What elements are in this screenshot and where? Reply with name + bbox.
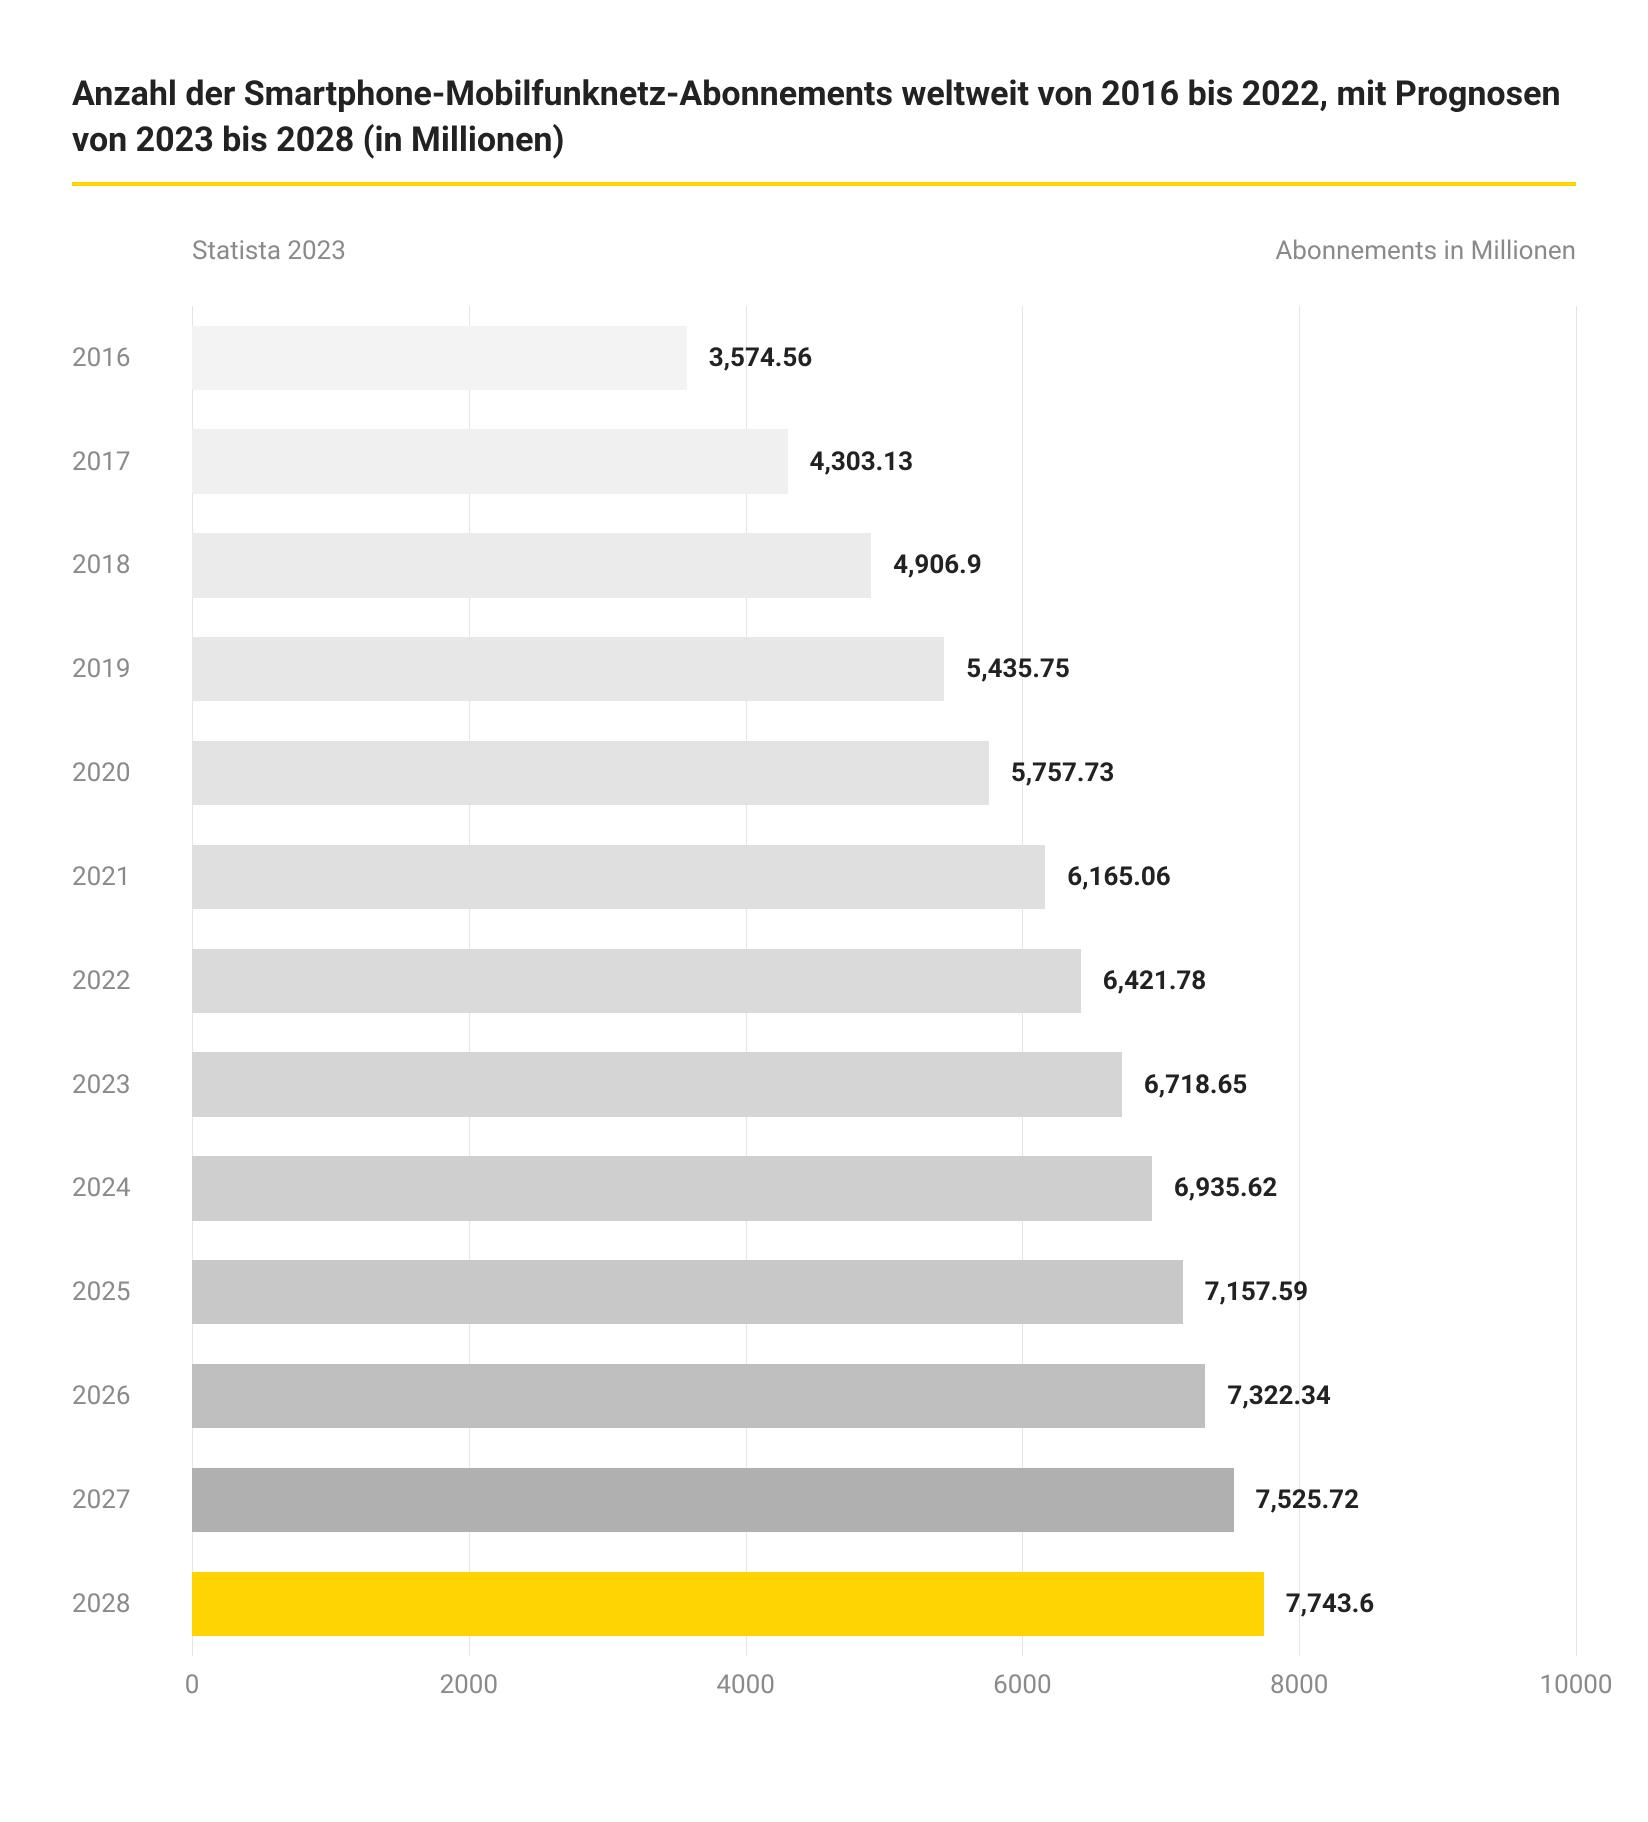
y-tick-label: 2028: [72, 1589, 192, 1619]
bar-value-label: 6,718.65: [1122, 1070, 1247, 1100]
bar-area: 6,421.78: [192, 949, 1576, 1013]
y-tick-label: 2021: [72, 862, 192, 892]
bar-row: 2024 6,935.62: [72, 1137, 1576, 1241]
bar: [192, 326, 687, 390]
bar-area: 7,525.72: [192, 1468, 1576, 1532]
bar-row: 2019 5,435.75: [72, 617, 1576, 721]
bar-value-label: 7,525.72: [1234, 1485, 1359, 1515]
bar-row: 2023 6,718.65: [72, 1033, 1576, 1137]
bar-area: 6,935.62: [192, 1156, 1576, 1220]
bar: [192, 533, 871, 597]
y-tick-label: 2025: [72, 1277, 192, 1307]
x-tick-label: 4000: [716, 1670, 774, 1700]
bar: [192, 637, 944, 701]
bar: [192, 1468, 1234, 1532]
source-label: Statista 2023: [192, 236, 346, 266]
x-axis: 0200040006000800010000: [192, 1656, 1576, 1726]
bar-value-label: 4,303.13: [788, 447, 913, 477]
subhead-row: Statista 2023 Abonnements in Millionen: [72, 236, 1576, 306]
y-tick-label: 2023: [72, 1070, 192, 1100]
bar-area: 4,303.13: [192, 429, 1576, 493]
bar-area: 7,322.34: [192, 1364, 1576, 1428]
chart: 2016 3,574.56 2017 4,303.13 2018 4,906.9 2019 5…: [72, 306, 1576, 1726]
unit-label: Abonnements in Millionen: [1275, 236, 1576, 266]
bar: [192, 1260, 1183, 1324]
y-tick-label: 2019: [72, 654, 192, 684]
page: Anzahl der Smartphone-Mobilfunknetz-Abon…: [0, 0, 1648, 1822]
bar-value-label: 3,574.56: [687, 343, 812, 373]
bar-area: 7,743.6: [192, 1572, 1576, 1636]
bar: [192, 845, 1045, 909]
x-tick-label: 8000: [1270, 1670, 1328, 1700]
x-tick-label: 0: [185, 1670, 200, 1700]
bar-value-label: 5,435.75: [944, 654, 1069, 684]
gridline: [1576, 306, 1577, 1656]
plot-area: 2016 3,574.56 2017 4,303.13 2018 4,906.9 2019 5…: [72, 306, 1576, 1726]
bar-value-label: 4,906.9: [871, 550, 982, 580]
bar-row: 2017 4,303.13: [72, 410, 1576, 514]
bar-value-label: 6,165.06: [1045, 862, 1170, 892]
bar-value-label: 5,757.73: [989, 758, 1114, 788]
bar-area: 3,574.56: [192, 326, 1576, 390]
bar-row: 2027 7,525.72: [72, 1448, 1576, 1552]
bar-row: 2026 7,322.34: [72, 1344, 1576, 1448]
chart-title: Anzahl der Smartphone-Mobilfunknetz-Abon…: [72, 72, 1572, 164]
y-tick-label: 2017: [72, 447, 192, 477]
x-tick-label: 2000: [440, 1670, 498, 1700]
bar-area: 4,906.9: [192, 533, 1576, 597]
y-tick-label: 2027: [72, 1485, 192, 1515]
bar-row: 2025 7,157.59: [72, 1240, 1576, 1344]
bar: [192, 949, 1081, 1013]
bar: [192, 429, 788, 493]
bar-value-label: 6,935.62: [1152, 1173, 1277, 1203]
bar-value-label: 7,157.59: [1183, 1277, 1308, 1307]
y-tick-label: 2022: [72, 966, 192, 996]
bar: [192, 741, 989, 805]
bar-area: 6,718.65: [192, 1052, 1576, 1116]
bar-area: 6,165.06: [192, 845, 1576, 909]
bar: [192, 1052, 1122, 1116]
bar: [192, 1156, 1152, 1220]
bar-row: 2028 7,743.6: [72, 1552, 1576, 1656]
bar: [192, 1572, 1264, 1636]
y-tick-label: 2016: [72, 343, 192, 373]
y-tick-label: 2018: [72, 550, 192, 580]
bar-value-label: 7,322.34: [1205, 1381, 1330, 1411]
bar-area: 7,157.59: [192, 1260, 1576, 1324]
bar-rows: 2016 3,574.56 2017 4,303.13 2018 4,906.9 2019 5…: [72, 306, 1576, 1656]
bar-row: 2018 4,906.9: [72, 513, 1576, 617]
bar-row: 2022 6,421.78: [72, 929, 1576, 1033]
y-tick-label: 2026: [72, 1381, 192, 1411]
y-tick-label: 2024: [72, 1173, 192, 1203]
y-tick-label: 2020: [72, 758, 192, 788]
bar-row: 2016 3,574.56: [72, 306, 1576, 410]
x-tick-label: 10000: [1539, 1670, 1612, 1700]
bar-row: 2021 6,165.06: [72, 825, 1576, 929]
bar-value-label: 7,743.6: [1264, 1589, 1375, 1619]
bar-area: 5,435.75: [192, 637, 1576, 701]
bar-value-label: 6,421.78: [1081, 966, 1206, 996]
accent-rule: [72, 182, 1576, 186]
bar-row: 2020 5,757.73: [72, 721, 1576, 825]
x-tick-label: 6000: [993, 1670, 1051, 1700]
bar-area: 5,757.73: [192, 741, 1576, 805]
bar: [192, 1364, 1205, 1428]
